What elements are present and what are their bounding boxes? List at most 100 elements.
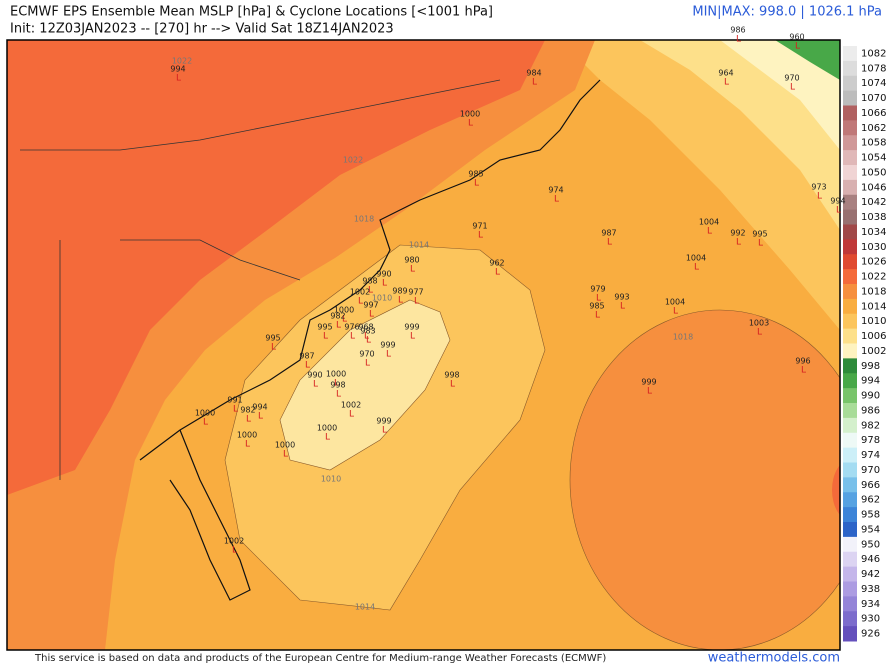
colorbar-label: 1050 <box>861 167 886 178</box>
colorbar-label: 938 <box>861 584 880 595</box>
cyclone-pressure: 993 <box>614 293 629 302</box>
cyclone-marker: L <box>801 366 806 376</box>
cyclone-pressure: 995 <box>317 323 332 332</box>
colorbar-swatch <box>843 462 857 478</box>
map-frame <box>6 39 841 651</box>
pressure-field <box>7 40 545 495</box>
cyclone-pressure: 987 <box>601 229 616 238</box>
cyclone-marker: L <box>478 231 483 241</box>
cyclone-marker: L <box>305 361 310 371</box>
cyclone-pressure: 995 <box>265 334 280 343</box>
contour-label: 1010 <box>372 294 392 303</box>
cyclone-marker: L <box>382 279 387 289</box>
cyclone-marker: L <box>736 238 741 248</box>
colorbar-swatch <box>843 447 857 463</box>
colorbar-label: 958 <box>861 510 880 521</box>
cyclone-marker: L <box>836 206 841 216</box>
cyclone-pressure: 976 <box>344 323 359 332</box>
cyclone-marker: L <box>368 286 373 296</box>
cyclone-marker: L <box>382 426 387 436</box>
colorbar-label: 942 <box>861 569 880 580</box>
cyclone-pressure: 1003 <box>749 319 769 328</box>
colorbar-swatch <box>843 90 857 106</box>
cyclone-pressure: 980 <box>404 256 419 265</box>
contour-label: 1022 <box>172 57 192 66</box>
colorbar-label: 1042 <box>861 197 886 208</box>
cyclone-pressure: 984 <box>526 69 541 78</box>
cyclone-pressure: 1000 <box>460 110 480 119</box>
colorbar-swatch <box>843 194 857 211</box>
cyclone-marker: L <box>325 433 330 443</box>
colorbar-swatch <box>843 611 857 627</box>
colorbar-swatch <box>843 179 857 196</box>
cyclone-marker: L <box>365 359 370 369</box>
colorbar-swatch <box>843 343 857 359</box>
colorbar: 1082 1078 1074 1070 1066 1062 1058 1054 1050 1046… <box>843 46 886 642</box>
contour-label: 1022 <box>343 156 363 165</box>
cyclone-pressure: 970 <box>784 74 799 83</box>
colorbar-swatch <box>843 536 857 553</box>
cyclone-pressure: 1000 <box>334 306 354 315</box>
cyclone-pressure: 995 <box>752 230 767 239</box>
colorbar-label: 1066 <box>861 108 886 119</box>
cyclone-marker: L <box>410 265 415 275</box>
cyclone-marker: L <box>398 296 403 306</box>
cyclone-marker: L <box>596 294 601 304</box>
colorbar-label: 1046 <box>861 182 886 193</box>
cyclone-marker: L <box>233 405 238 415</box>
colorbar-label: 1010 <box>861 316 886 327</box>
cyclone-marker: L <box>495 268 500 278</box>
cyclone-pressure: 1000 <box>195 409 215 418</box>
cyclone-pressure: 962 <box>489 259 504 268</box>
contour-label: 1014 <box>409 241 429 250</box>
cyclone-pressure: 990 <box>307 371 322 380</box>
cyclone-pressure: 999 <box>404 323 419 332</box>
cyclone-marker: L <box>349 410 354 420</box>
cyclone-pressure: 1004 <box>686 254 706 263</box>
colorbar-swatch <box>843 373 857 389</box>
colorbar-label: 1062 <box>861 123 886 134</box>
colorbar-label: 982 <box>861 420 880 431</box>
cyclone-marker: L <box>554 195 559 205</box>
cyclone-pressure: 979 <box>590 285 605 294</box>
cyclone-pressure: 996 <box>795 357 810 366</box>
cyclone-pressure: 999 <box>376 417 391 426</box>
pressure-field <box>279 299 451 471</box>
colorbar-label: 1070 <box>861 93 886 104</box>
pressure-field <box>775 40 840 80</box>
cyclone-pressure: 1004 <box>665 298 685 307</box>
cyclone-marker: L <box>245 440 250 450</box>
colorbar-label: 1014 <box>861 301 886 312</box>
colorbar-label: 1022 <box>861 272 886 283</box>
cyclone-marker: L <box>369 310 374 320</box>
coastline <box>139 79 601 461</box>
cyclone-marker: L <box>468 119 473 129</box>
cyclone-pressure: 985 <box>468 170 483 179</box>
cyclone-marker: L <box>724 78 729 88</box>
cyclone-pressure: 970 <box>359 350 374 359</box>
min-max: MIN|MAX: 998.0 | 1026.1 hPa <box>692 5 882 20</box>
colorbar-swatch <box>843 105 857 121</box>
colorbar-swatch <box>843 75 857 92</box>
colorbar-swatch <box>843 403 857 419</box>
border <box>120 239 301 281</box>
site-link[interactable]: weathermodels.com <box>708 651 840 665</box>
colorbar-swatch <box>843 388 857 404</box>
contour-label: 1010 <box>321 475 341 484</box>
cyclone-pressure: 964 <box>718 69 733 78</box>
colorbar-swatch <box>843 254 857 270</box>
colorbar-label: 978 <box>861 435 880 446</box>
cyclone-pressure: 999 <box>641 378 656 387</box>
contour-label: 1018 <box>354 215 374 224</box>
cyclone-pressure: 989 <box>392 287 407 296</box>
colorbar-swatch <box>843 566 857 582</box>
cyclone-marker: L <box>386 350 391 360</box>
colorbar-label: 998 <box>861 361 880 372</box>
contour-label: 1014 <box>355 603 375 612</box>
cyclone-pressure: 971 <box>472 222 487 231</box>
cyclone-pressure: 977 <box>408 288 423 297</box>
cyclone-pressure: 986 <box>730 26 745 35</box>
colorbar-label: 962 <box>861 495 880 506</box>
pressure-field <box>832 465 840 515</box>
